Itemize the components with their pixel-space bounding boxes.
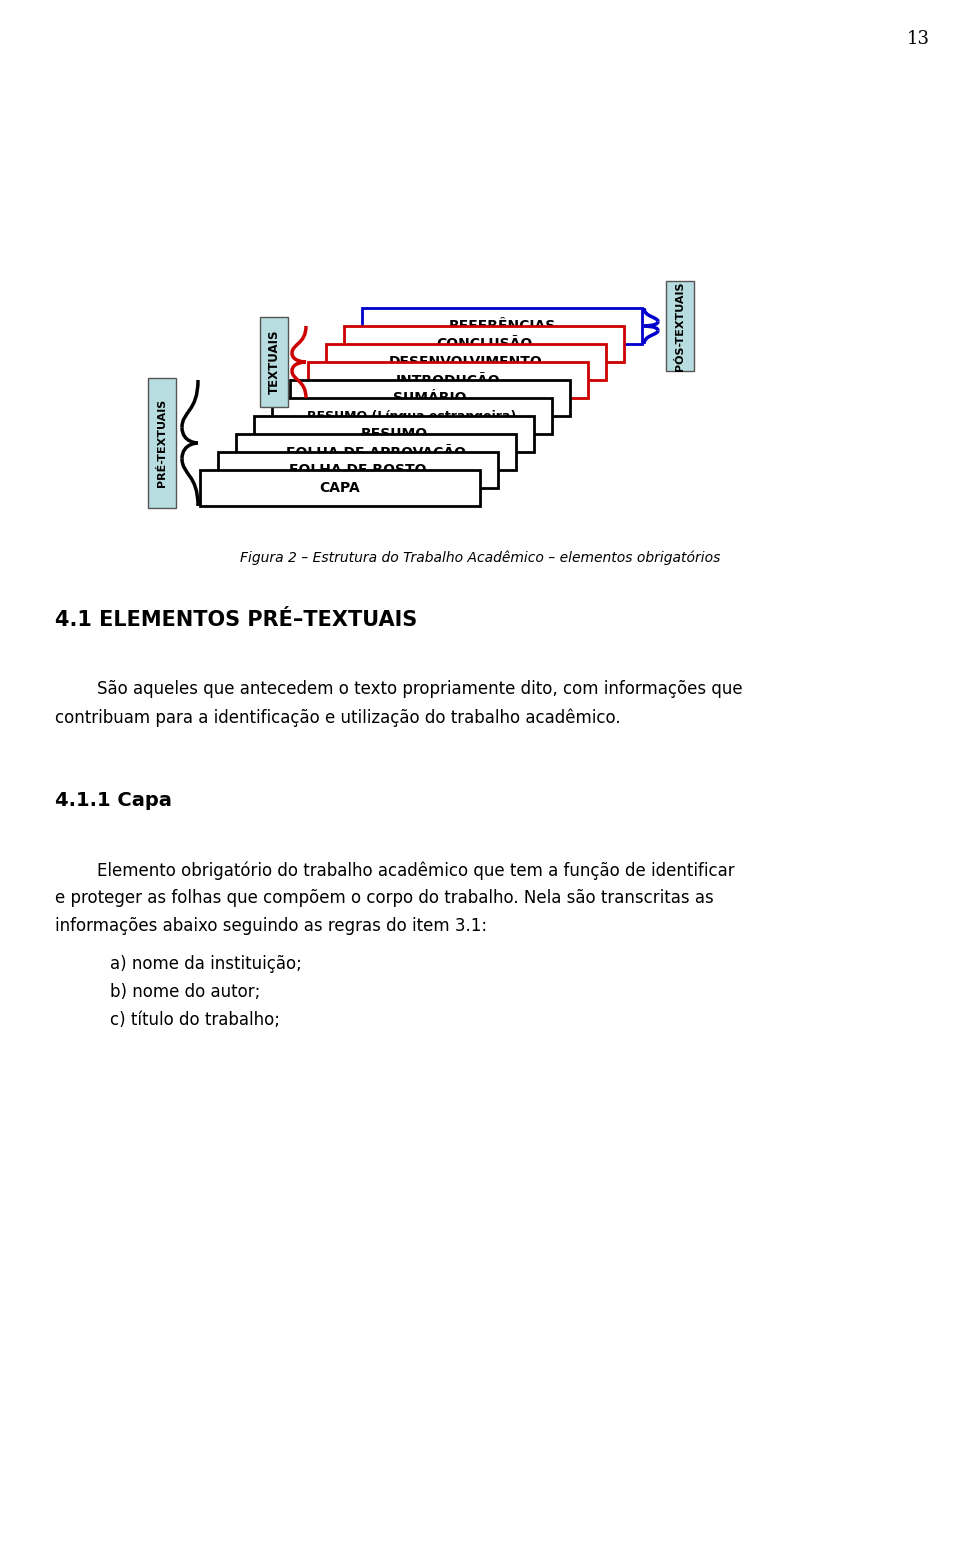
Bar (290, 380, 570, 416)
Text: contribuam para a identificação e utilização do trabalho acadêmico.: contribuam para a identificação e utiliz… (55, 708, 620, 726)
Text: a) nome da instituição;: a) nome da instituição; (110, 956, 301, 973)
Text: PÓS-TEXTUAIS: PÓS-TEXTUAIS (675, 281, 685, 371)
Text: CAPA: CAPA (320, 482, 360, 496)
Text: 4.1 ELEMENTOS PRÉ–TEXTUAIS: 4.1 ELEMENTOS PRÉ–TEXTUAIS (55, 610, 418, 630)
Text: FOLHA DE ROSTO: FOLHA DE ROSTO (289, 463, 427, 477)
Bar (254, 416, 534, 452)
Text: CONCLUSÃO: CONCLUSÃO (436, 337, 532, 351)
Text: DESENVOLVIMENTO: DESENVOLVIMENTO (389, 355, 542, 369)
Bar (308, 362, 588, 398)
Text: informações abaixo seguindo as regras do item 3.1:: informações abaixo seguindo as regras do… (55, 917, 487, 935)
Bar (326, 345, 606, 380)
Text: e proteger as folhas que compõem o corpo do trabalho. Nela são transcritas as: e proteger as folhas que compõem o corpo… (55, 889, 713, 907)
Bar (272, 398, 552, 433)
Bar (362, 309, 642, 345)
Bar (148, 377, 176, 508)
Text: PRÉ-TEXTUAIS: PRÉ-TEXTUAIS (157, 399, 167, 486)
Text: b) nome do autor;: b) nome do autor; (110, 984, 260, 1001)
Text: RESUMO (Língua estrangeira): RESUMO (Língua estrangeira) (307, 410, 516, 422)
Text: RESUMO: RESUMO (360, 427, 427, 441)
Text: 13: 13 (907, 30, 930, 48)
Bar (666, 281, 694, 371)
Text: Elemento obrigatório do trabalho acadêmico que tem a função de identificar: Elemento obrigatório do trabalho acadêmi… (55, 861, 734, 879)
Bar (260, 316, 288, 407)
Text: FOLHA DE APROVAÇÃO: FOLHA DE APROVAÇÃO (286, 444, 466, 460)
Text: São aqueles que antecedem o texto propriamente dito, com informações que: São aqueles que antecedem o texto propri… (55, 680, 743, 698)
Text: 4.1.1 Capa: 4.1.1 Capa (55, 790, 172, 811)
Bar (344, 326, 624, 362)
Bar (218, 452, 498, 488)
Bar (236, 433, 516, 469)
Text: REFERÊNCIAS: REFERÊNCIAS (448, 320, 556, 334)
Text: SUMÁRIO: SUMÁRIO (394, 391, 467, 405)
Text: INTRODUÇÃO: INTRODUÇÃO (396, 373, 500, 388)
Bar (200, 469, 480, 507)
Text: TEXTUAIS: TEXTUAIS (268, 331, 280, 394)
Text: Figura 2 – Estrutura do Trabalho Acadêmico – elementos obrigatórios: Figura 2 – Estrutura do Trabalho Acadêmi… (240, 550, 720, 564)
Text: c) título do trabalho;: c) título do trabalho; (110, 1010, 280, 1029)
